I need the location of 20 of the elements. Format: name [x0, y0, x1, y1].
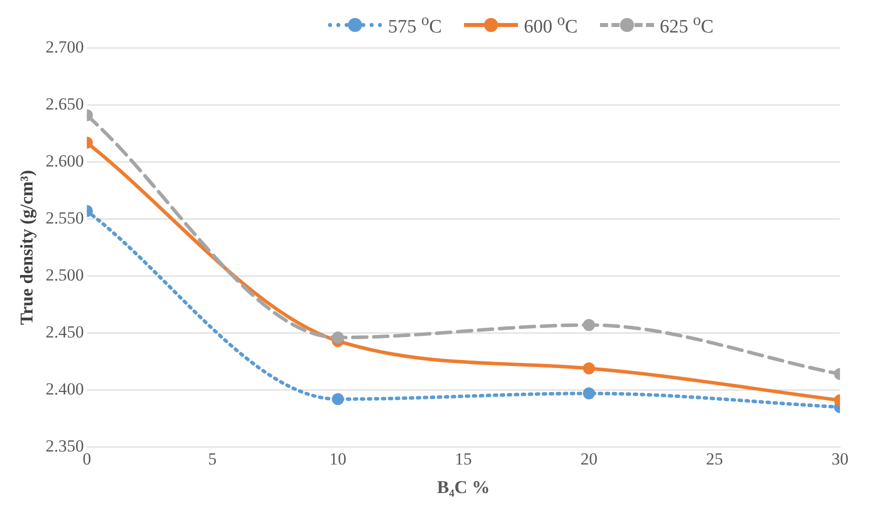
- legend-label: 575 $^{o}$C: [388, 12, 442, 38]
- x-tick-label: 0: [82, 450, 92, 469]
- x-axis-title: B₄C %: [436, 476, 490, 497]
- y-tick-label: 2.450: [46, 322, 84, 342]
- y-tick-label: 2.700: [46, 37, 84, 56]
- x-tick-label: 30: [832, 450, 848, 469]
- y-tick-label: 2.500: [46, 265, 84, 284]
- y-tick-label: 2.400: [46, 379, 84, 398]
- y-tick-label: 2.550: [46, 208, 84, 228]
- y-tick-label: 2.650: [46, 94, 84, 114]
- x-tick-label: 25: [706, 450, 723, 469]
- x-tick-label: 5: [208, 450, 217, 469]
- x-tick-label: 20: [580, 450, 598, 469]
- y-tick-label: 2.600: [46, 151, 84, 170]
- legend-label: 625 $^{o}$C: [660, 12, 714, 38]
- y-axis-title: True density (g/cm³): [16, 170, 36, 326]
- x-tick-label: 15: [454, 450, 472, 469]
- legend-label: 600 $^{o}$C: [524, 12, 578, 38]
- x-tick-label: 10: [329, 450, 346, 469]
- y-tick-label: 2.350: [46, 436, 84, 456]
